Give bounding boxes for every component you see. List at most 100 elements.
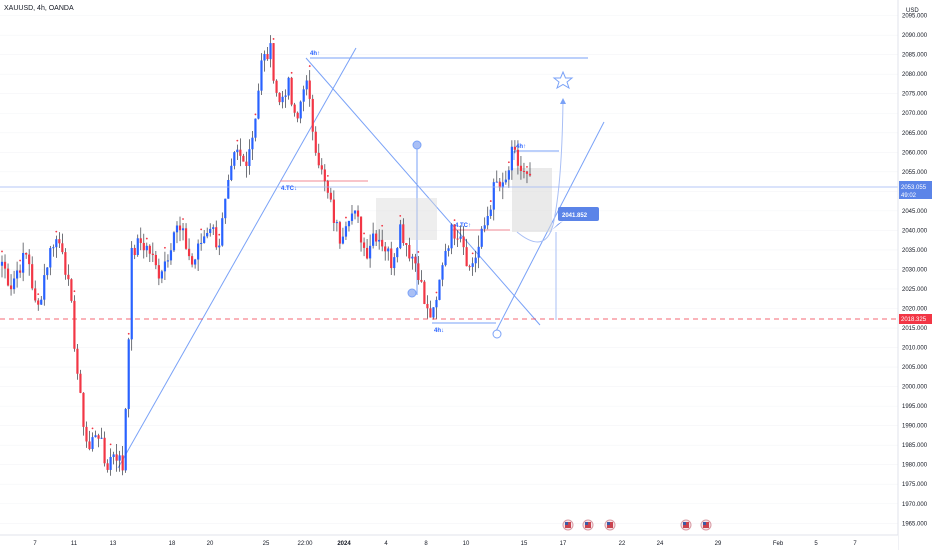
top-high-label: 4h↑ — [310, 51, 320, 57]
fractal-marker — [182, 218, 184, 220]
candle-body — [444, 250, 447, 266]
candle-body — [347, 220, 351, 227]
candle-body — [94, 435, 97, 438]
candle-body — [55, 239, 58, 248]
candle-body — [498, 181, 501, 188]
us-flag-icon[interactable] — [604, 519, 616, 531]
candle-body — [112, 454, 115, 457]
candle-body — [136, 238, 139, 255]
us-flag-icon[interactable] — [562, 519, 574, 531]
candle-body — [426, 303, 429, 309]
candle-body — [429, 308, 432, 318]
candle-body — [323, 169, 326, 182]
candle-body — [133, 247, 136, 255]
candle-body — [317, 152, 320, 166]
candle-body — [528, 173, 532, 176]
time-axis[interactable]: 7 11 13 18 20 25 22:00 2024 4 8 10 15 17 22 24 29 Feb 5 7 — [0, 534, 898, 550]
candle-body — [19, 270, 22, 273]
candle-body — [350, 213, 354, 221]
support-price-tag — [899, 314, 932, 324]
candle-body — [486, 216, 489, 226]
candle-body — [507, 170, 510, 180]
candle-body — [43, 275, 46, 300]
candle-body — [88, 441, 91, 450]
low-label: 4h↓ — [434, 328, 444, 334]
candle-body — [462, 236, 465, 248]
candle-body — [465, 247, 468, 267]
us-flag-icon[interactable] — [680, 519, 692, 531]
candlestick-series — [0, 35, 532, 476]
candle-body — [190, 256, 194, 265]
price-tick-label: 2075.000 — [902, 92, 928, 98]
candle-body — [293, 104, 296, 113]
measure-handle-bottom[interactable] — [407, 288, 417, 298]
candle-body — [341, 236, 345, 244]
fractal-marker — [326, 174, 329, 177]
low-point-handle[interactable] — [492, 329, 502, 339]
candle-body — [513, 146, 517, 150]
currency-label: USD — [906, 8, 919, 14]
candle-body — [91, 437, 94, 450]
candle-body — [3, 261, 7, 269]
time-tick-label: 8 — [424, 541, 428, 547]
price-tick-label: 2055.000 — [902, 170, 928, 176]
candle-body — [76, 348, 79, 374]
candle-body — [450, 224, 453, 249]
candle-body — [399, 224, 402, 249]
fractal-marker — [308, 65, 311, 67]
event-flags[interactable] — [562, 519, 712, 531]
candle-body — [40, 299, 43, 305]
candle-body — [22, 252, 25, 273]
consolidation-box — [376, 198, 437, 240]
fractal-marker — [109, 443, 112, 446]
candle-body — [459, 236, 462, 239]
price-axis[interactable]: USD 1965.000 1970.000 1975.000 1980.000 1985… — [897, 0, 932, 550]
candle-body — [215, 227, 218, 248]
fractal-marker — [272, 38, 275, 40]
price-tick-label: 2080.000 — [902, 72, 928, 78]
time-tick-label: 7 — [853, 541, 857, 547]
fractal-marker — [417, 251, 420, 253]
candle-body — [34, 288, 37, 301]
candle-body — [130, 247, 133, 340]
price-tick-label: 2000.000 — [902, 385, 928, 391]
fractal-marker — [345, 216, 347, 219]
fractal-marker — [19, 259, 22, 262]
time-tick-label: Feb — [773, 541, 784, 547]
candle-body — [423, 281, 426, 304]
recent-high-label: 4h↑ — [516, 144, 526, 150]
candle-body — [37, 300, 40, 305]
us-flag-icon[interactable] — [700, 519, 712, 531]
price-tick-label: 2060.000 — [902, 150, 928, 156]
target-callout-text: 2041.852 — [562, 213, 588, 219]
candle-body — [396, 248, 399, 258]
candle-body — [468, 266, 471, 268]
candle-body — [67, 274, 70, 280]
candle-body — [61, 243, 64, 253]
us-flag-icon[interactable] — [582, 519, 594, 531]
measure-handle-top[interactable] — [412, 140, 422, 150]
candle-body — [9, 285, 13, 290]
time-tick-label: 15 — [521, 541, 528, 547]
candle-body — [284, 95, 287, 97]
target-star-icon — [552, 70, 574, 90]
price-tick-label: 2040.000 — [902, 228, 928, 234]
candle-body — [305, 80, 308, 90]
candle-body — [372, 233, 375, 246]
candle-body — [49, 248, 52, 268]
candle-body — [169, 250, 173, 261]
candle-body — [393, 257, 396, 269]
candle-body — [64, 252, 67, 275]
candle-body — [480, 228, 483, 247]
time-tick-label: 22 — [619, 541, 626, 547]
time-tick-label: 22:00 — [297, 541, 313, 547]
candle-body — [212, 227, 215, 229]
candle-body — [148, 245, 151, 254]
time-tick-label: 11 — [71, 541, 78, 547]
candle-body — [166, 260, 170, 262]
candle-body — [474, 257, 477, 264]
candle-body — [28, 254, 31, 265]
candle-body — [414, 256, 417, 264]
fractal-marker — [453, 219, 456, 221]
